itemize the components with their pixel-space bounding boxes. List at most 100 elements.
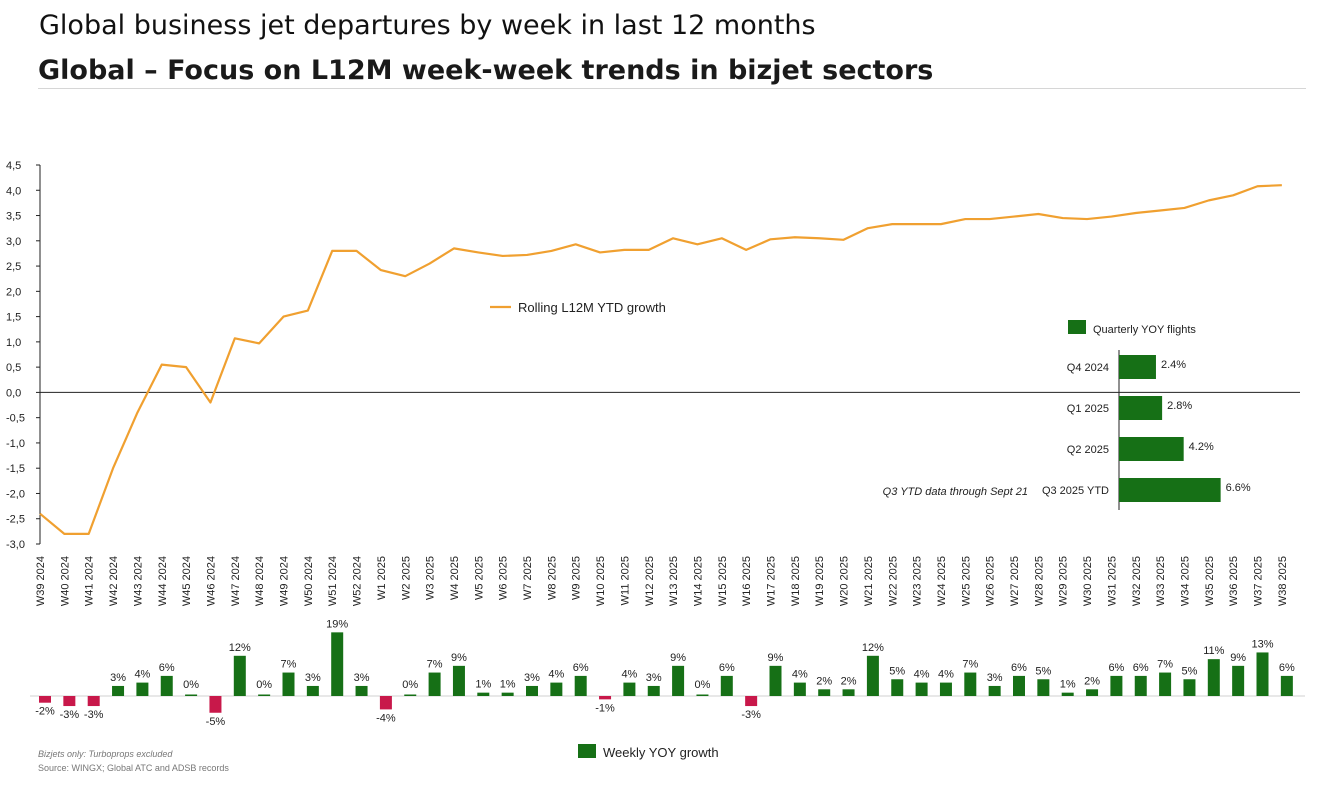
x-tick-label: W6 2025 — [498, 556, 510, 600]
x-tick-label: W50 2024 — [303, 556, 315, 606]
weekly-value-label: 3% — [354, 672, 370, 684]
weekly-bar — [209, 696, 222, 713]
x-tick-label: W48 2024 — [254, 556, 266, 606]
weekly-value-label: 6% — [1133, 662, 1149, 674]
weekly-bar — [1159, 672, 1172, 696]
y-tick-label: -2,5 — [6, 514, 25, 526]
x-tick-label: W49 2024 — [279, 556, 291, 606]
x-tick-label: W2 2025 — [400, 556, 412, 600]
weekly-legend-label: Weekly YOY growth — [603, 745, 719, 760]
x-tick-label: W24 2025 — [936, 556, 948, 606]
weekly-bar — [550, 682, 563, 696]
line-legend-label: Rolling L12M YTD growth — [518, 300, 666, 315]
weekly-bar — [818, 689, 831, 696]
x-tick-label: W47 2024 — [230, 556, 242, 606]
x-tick-label: W45 2024 — [181, 556, 193, 606]
weekly-value-label: -3% — [84, 709, 104, 721]
weekly-value-label: 0% — [256, 679, 272, 691]
weekly-bar — [136, 682, 149, 696]
weekly-bar — [1110, 675, 1123, 696]
y-tick-label: -0,5 — [6, 413, 25, 425]
y-tick-label: 1,5 — [6, 312, 21, 324]
weekly-bar — [306, 685, 319, 696]
x-tick-label: W10 2025 — [595, 556, 607, 606]
weekly-bar — [112, 685, 125, 696]
x-tick-label: W9 2025 — [571, 556, 583, 600]
weekly-value-label: -2% — [35, 706, 55, 718]
weekly-value-label: 6% — [719, 662, 735, 674]
weekly-value-label: 7% — [281, 659, 297, 671]
x-tick-label: W42 2024 — [108, 556, 120, 606]
weekly-bar — [1013, 675, 1025, 696]
line-chart: 4,5 4,0 3,5 3,0 2,5 2,0 1,5 1,0 0,5 0,0 -0,5 -1,0 -1… — [6, 160, 1300, 606]
x-tick-label: W44 2024 — [157, 556, 169, 606]
weekly-bar — [988, 685, 1001, 696]
weekly-value-label: 1% — [1060, 679, 1076, 691]
x-tick-label: W17 2025 — [766, 556, 778, 606]
weekly-value-label: 0% — [402, 679, 418, 691]
x-tick-label: W18 2025 — [790, 556, 802, 606]
weekly-bar — [720, 675, 733, 696]
weekly-value-label: 2% — [816, 675, 832, 687]
weekly-value-label: 7% — [427, 659, 443, 671]
weekly-bar — [379, 696, 392, 710]
quarter-bar — [1119, 355, 1156, 379]
weekly-bar — [282, 672, 295, 696]
x-tick-label: W7 2025 — [522, 556, 534, 600]
weekly-value-label: 5% — [1181, 665, 1197, 677]
weekly-bar — [915, 682, 928, 696]
quarter-bar — [1119, 437, 1184, 461]
header-title: Global business jet departures by week i… — [39, 10, 816, 41]
x-tick-label: W15 2025 — [717, 556, 729, 606]
x-tick-label: W46 2024 — [205, 556, 217, 606]
x-tick-label: W36 2025 — [1228, 556, 1240, 606]
title-divider — [38, 88, 1306, 89]
x-tick-label: W41 2024 — [84, 556, 96, 606]
quarter-bar — [1119, 478, 1221, 502]
weekly-value-label: 4% — [792, 669, 808, 681]
weekly-bar — [1183, 679, 1196, 696]
weekly-bar — [1280, 675, 1293, 696]
quarter-category-label: Q4 2024 — [1067, 362, 1109, 374]
weekly-bar — [1256, 652, 1269, 696]
weekly-bar — [745, 696, 758, 707]
weekly-value-label: -1% — [595, 702, 615, 714]
weekly-bar — [1207, 659, 1220, 696]
weekly-value-label: 6% — [573, 662, 589, 674]
weekly-bar — [331, 632, 344, 696]
x-tick-label: W11 2025 — [619, 556, 631, 605]
weekly-value-label: 4% — [621, 669, 637, 681]
y-tick-label: 4,0 — [6, 185, 21, 197]
weekly-value-label: 4% — [548, 669, 564, 681]
weekly-bar — [355, 685, 368, 696]
x-tick-label: W51 2024 — [327, 556, 339, 606]
weekly-bar — [866, 655, 879, 696]
quarter-category-label: Q2 2025 — [1067, 444, 1109, 456]
weekly-bar — [1232, 665, 1245, 696]
y-tick-label: 0,5 — [6, 362, 21, 374]
weekly-bar — [185, 694, 198, 696]
weekly-bar — [1134, 675, 1147, 696]
quarter-legend-label: Quarterly YOY flights — [1093, 324, 1196, 336]
quarter-value-label: 2.8% — [1167, 400, 1192, 412]
weekly-value-label: 12% — [862, 642, 884, 654]
weekly-bar — [891, 679, 904, 696]
quarter-value-label: 6.6% — [1226, 482, 1251, 494]
y-tick-label: 2,5 — [6, 261, 21, 273]
weekly-bar — [501, 692, 514, 696]
quarter-category-label: Q1 2025 — [1067, 403, 1109, 415]
weekly-value-label: 3% — [110, 672, 126, 684]
x-tick-label: W23 2025 — [912, 556, 924, 606]
weekly-bar — [696, 694, 709, 696]
weekly-value-label: 5% — [889, 665, 905, 677]
quarter-category-label: Q3 2025 YTD — [1042, 485, 1109, 497]
x-tick-label: W39 2024 — [35, 556, 47, 606]
weekly-bar — [842, 689, 855, 696]
weekly-value-label: 6% — [159, 662, 175, 674]
x-tick-label: W14 2025 — [692, 556, 704, 606]
weekly-bar — [599, 696, 612, 700]
weekly-value-label: 9% — [768, 652, 784, 664]
weekly-bar — [233, 655, 246, 696]
weekly-value-label: -3% — [60, 709, 80, 721]
